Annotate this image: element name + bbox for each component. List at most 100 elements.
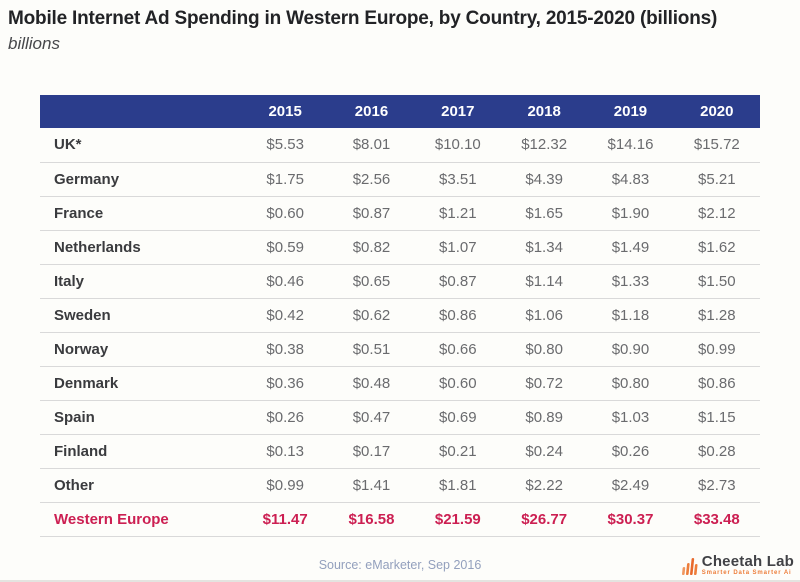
value-cell: $0.26 <box>266 408 304 426</box>
table-header-row: 2015 2016 2017 2018 2019 2020 <box>40 95 760 128</box>
table-row-netherlands: Netherlands $0.59 $0.82 $1.07 $1.34 $1.49 $1.6… <box>40 230 760 264</box>
table-body: UK* $5.53 $8.01 $10.10 $12.32 $14.16 $15.72 Ger… <box>40 128 760 536</box>
value-cell: $0.46 <box>266 272 304 290</box>
total-row-western-europe: Western Europe $11.47 $16.58 $21.59 $26.77 $3… <box>40 502 760 536</box>
country-label: Spain <box>54 408 95 426</box>
value-cell: $0.69 <box>439 408 477 426</box>
value-cell: $0.65 <box>352 272 391 290</box>
table-row-denmark: Denmark $0.36 $0.48 $0.60 $0.72 $0.80 $0.86 <box>40 366 760 400</box>
value-cell: $12.32 <box>521 136 568 154</box>
value-cell: $1.03 <box>611 408 650 426</box>
value-cell: $10.10 <box>434 136 481 154</box>
value-cell: $3.51 <box>439 170 477 188</box>
country-label: Other <box>54 476 95 494</box>
country-label: Netherlands <box>54 238 141 256</box>
year-column-header-2016: 2016 <box>354 103 389 120</box>
page-subtitle: billions <box>8 34 60 53</box>
value-cell: $11.47 <box>262 510 308 528</box>
value-cell: $5.53 <box>266 136 304 154</box>
value-cell: $0.87 <box>352 204 391 222</box>
value-cell: $30.37 <box>607 510 654 528</box>
year-column-header-2017: 2017 <box>441 103 475 120</box>
country-label: Germany <box>54 170 120 188</box>
table-row-spain: Spain $0.26 $0.47 $0.69 $0.89 $1.03 $1.15 <box>40 400 760 434</box>
value-cell: $0.48 <box>352 374 391 392</box>
value-cell: $5.21 <box>698 170 736 188</box>
value-cell: $0.72 <box>525 374 563 392</box>
source-note: Source: eMarketer, Sep 2016 <box>318 557 482 572</box>
value-cell: $26.77 <box>521 510 568 528</box>
value-cell: $0.38 <box>266 340 304 358</box>
value-cell: $2.56 <box>352 170 391 188</box>
logo-text: Cheetah Lab Smarter Data Smarter Ai <box>702 553 794 576</box>
value-cell: $0.82 <box>352 238 391 256</box>
value-cell: $1.06 <box>525 306 563 324</box>
table-header: 2015 2016 2017 2018 2019 2020 <box>40 95 760 128</box>
country-label: Western Europe <box>54 510 169 528</box>
value-cell: $0.99 <box>698 340 736 358</box>
value-cell: $0.26 <box>611 442 650 460</box>
value-cell: $16.58 <box>348 510 395 528</box>
year-column-header-2015: 2015 <box>268 103 302 120</box>
logo-tagline: Smarter Data Smarter Ai <box>701 569 792 576</box>
value-cell: $2.12 <box>698 204 736 222</box>
country-label: Denmark <box>54 374 119 392</box>
cheetah-lab-logo: Cheetah Lab Smarter Data Smarter Ai <box>681 553 794 581</box>
year-column-header-2019: 2019 <box>613 103 648 120</box>
table-row-norway: Norway $0.38 $0.51 $0.66 $0.80 $0.90 $0.99 <box>40 332 760 366</box>
table-row-other: Other $0.99 $1.41 $1.81 $2.22 $2.49 $2.73 <box>40 468 760 502</box>
value-cell: $2.49 <box>611 476 650 494</box>
table-row-finland: Finland $0.13 $0.17 $0.21 $0.24 $0.26 $0.28 <box>40 434 760 468</box>
value-cell: $0.28 <box>698 442 736 460</box>
value-cell: $0.99 <box>266 476 304 494</box>
value-cell: $0.80 <box>525 340 563 358</box>
table-row-germany: Germany $1.75 $2.56 $3.51 $4.39 $4.83 $5.21 <box>40 162 760 196</box>
value-cell: $0.24 <box>525 442 563 460</box>
value-cell: $1.18 <box>611 306 650 324</box>
value-cell: $4.83 <box>611 170 650 188</box>
country-label: Italy <box>54 272 85 290</box>
value-cell: $15.72 <box>693 136 740 154</box>
value-cell: $1.15 <box>698 408 736 426</box>
value-cell: $0.62 <box>352 306 391 324</box>
value-cell: $0.89 <box>525 408 563 426</box>
value-cell: $0.36 <box>266 374 304 392</box>
table-row-italy: Italy $0.46 $0.65 $0.87 $1.14 $1.33 $1.50 <box>40 264 760 298</box>
value-cell: $1.90 <box>611 204 650 222</box>
value-cell: $1.33 <box>611 272 650 290</box>
ad-spending-table: 2015 2016 2017 2018 2019 2020 UK* $5.53 $8.01 $1… <box>40 95 760 537</box>
value-cell: $1.28 <box>698 306 736 324</box>
logo-name: Cheetah Lab <box>701 552 794 570</box>
year-column-header-2020: 2020 <box>700 103 734 120</box>
footer: Source: eMarketer, Sep 2016 Cheetah Lab … <box>0 551 800 581</box>
value-cell: $0.60 <box>266 204 304 222</box>
value-cell: $0.86 <box>698 374 736 392</box>
title-block: Mobile Internet Ad Spending in Western E… <box>0 0 800 56</box>
country-label: UK* <box>54 136 82 154</box>
value-cell: $0.60 <box>439 374 477 392</box>
table-row-sweden: Sweden $0.42 $0.62 $0.86 $1.06 $1.18 $1.28 <box>40 298 760 332</box>
year-column-header-2018: 2018 <box>527 103 561 120</box>
value-cell: $0.66 <box>439 340 477 358</box>
table-row-uk: UK* $5.53 $8.01 $10.10 $12.32 $14.16 $15.72 <box>40 128 760 162</box>
value-cell: $1.07 <box>439 238 477 256</box>
value-cell: $0.51 <box>352 340 391 358</box>
value-cell: $1.62 <box>698 238 736 256</box>
signal-bars-icon <box>681 555 699 581</box>
country-label: Sweden <box>54 306 111 324</box>
value-cell: $1.81 <box>439 476 477 494</box>
table-row-france: France $0.60 $0.87 $1.21 $1.65 $1.90 $2.12 <box>40 196 760 230</box>
value-cell: $1.75 <box>266 170 304 188</box>
country-label: France <box>54 204 104 222</box>
value-cell: $33.48 <box>693 510 740 528</box>
value-cell: $1.50 <box>698 272 736 290</box>
value-cell: $0.90 <box>611 340 650 358</box>
value-cell: $8.01 <box>352 136 391 154</box>
value-cell: $0.80 <box>611 374 650 392</box>
value-cell: $0.13 <box>266 442 304 460</box>
value-cell: $1.49 <box>611 238 650 256</box>
value-cell: $0.86 <box>439 306 477 324</box>
page-title: Mobile Internet Ad Spending in Western E… <box>8 8 718 29</box>
value-cell: $4.39 <box>525 170 563 188</box>
